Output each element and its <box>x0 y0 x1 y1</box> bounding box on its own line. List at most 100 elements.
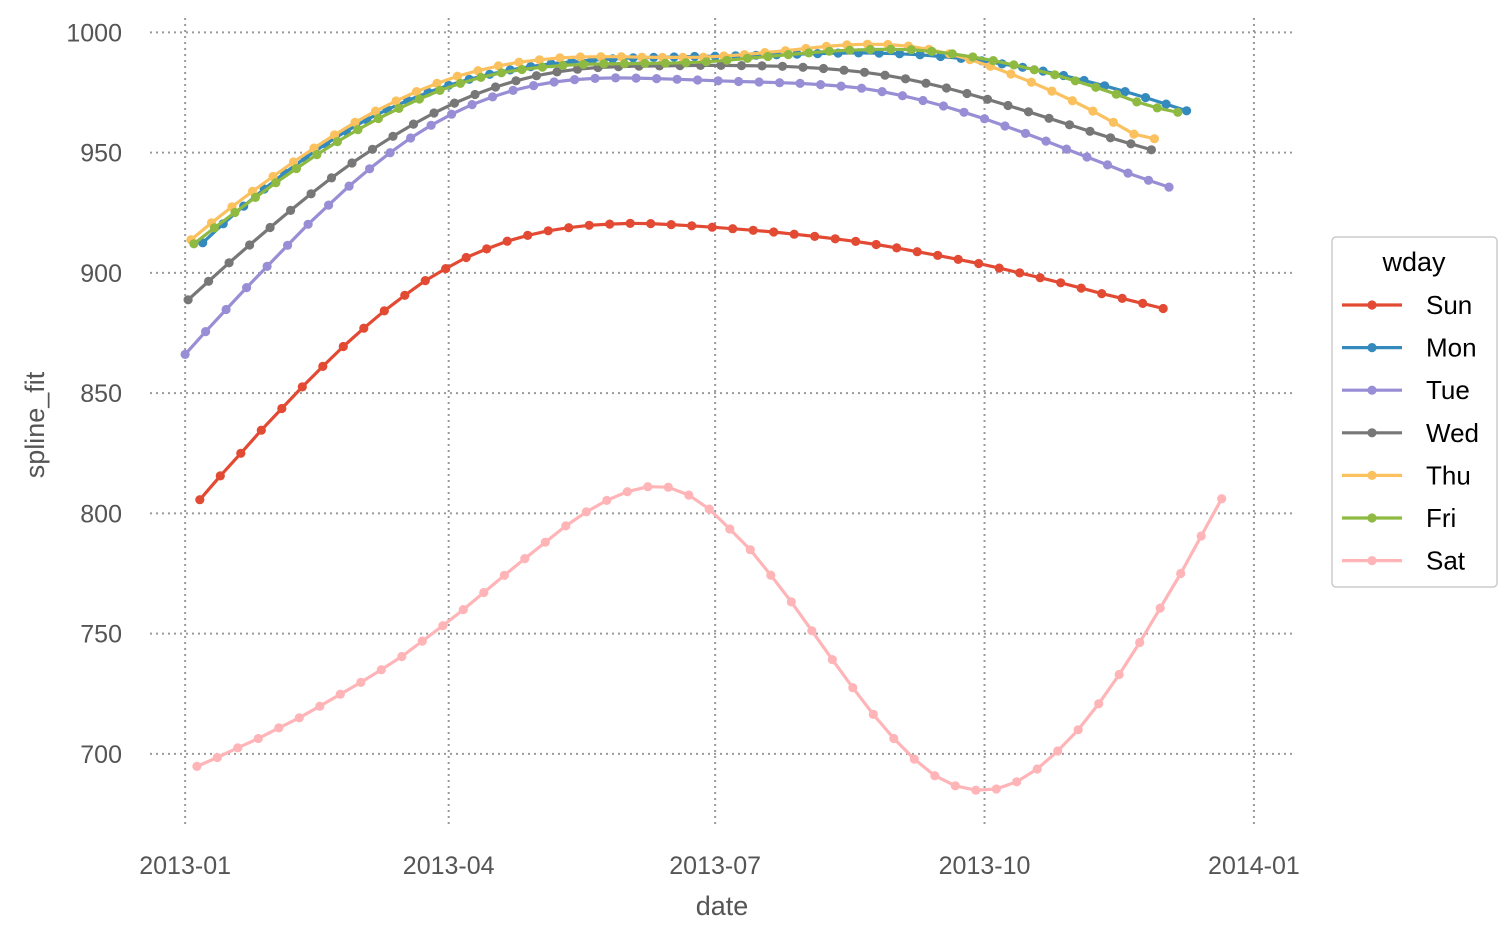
data-point <box>467 100 477 110</box>
data-point <box>312 150 322 160</box>
series-fri <box>189 44 1183 249</box>
series-sat <box>192 482 1227 795</box>
data-point <box>789 229 799 239</box>
data-point <box>895 49 905 59</box>
data-point <box>388 131 398 141</box>
data-point <box>441 264 451 274</box>
data-point <box>426 120 436 130</box>
data-point <box>839 65 849 75</box>
data-point <box>294 713 304 723</box>
y-tick-label: 850 <box>80 380 122 408</box>
data-point <box>318 361 328 371</box>
legend-label: Sun <box>1426 290 1472 320</box>
data-point <box>297 382 307 392</box>
data-point <box>1094 699 1104 709</box>
data-point <box>1015 268 1025 278</box>
data-point <box>1053 746 1063 756</box>
data-point <box>324 200 334 210</box>
data-point <box>1029 65 1039 75</box>
data-point <box>1064 120 1075 130</box>
y-tick-label: 1000 <box>66 19 122 47</box>
data-point <box>306 189 316 199</box>
data-point <box>745 545 755 555</box>
data-point <box>824 46 834 56</box>
data-point <box>1035 273 1045 283</box>
data-point <box>900 74 911 84</box>
data-point <box>370 106 381 116</box>
data-point <box>221 304 231 315</box>
data-point <box>379 306 389 316</box>
data-point <box>1012 777 1022 787</box>
data-point <box>373 113 383 124</box>
data-point <box>810 231 820 241</box>
data-point <box>534 55 545 65</box>
data-point <box>508 85 518 95</box>
legend-label: Sat <box>1426 546 1466 576</box>
data-point <box>356 677 366 688</box>
data-point <box>303 219 313 229</box>
data-point <box>640 58 650 68</box>
data-point <box>496 68 506 78</box>
data-point <box>807 626 817 636</box>
data-point <box>230 207 240 218</box>
data-point <box>558 60 568 70</box>
data-point <box>974 258 984 269</box>
data-point <box>1085 126 1095 136</box>
data-point <box>1070 76 1080 86</box>
data-point <box>537 62 548 72</box>
data-point <box>921 78 931 88</box>
data-point <box>687 221 697 231</box>
data-point <box>447 109 457 119</box>
data-point <box>915 50 925 60</box>
data-point <box>250 192 260 202</box>
data-point <box>1102 160 1113 170</box>
legend-label: Fri <box>1426 503 1456 533</box>
data-point <box>982 94 993 104</box>
data-point <box>871 239 881 250</box>
data-point <box>488 92 498 102</box>
legend-label: Thu <box>1426 460 1471 490</box>
data-point <box>666 220 676 230</box>
data-point <box>584 220 594 230</box>
data-point <box>643 482 653 492</box>
data-point <box>420 276 430 286</box>
legend-label: Wed <box>1426 418 1479 448</box>
data-point <box>1123 168 1133 178</box>
data-point <box>1111 89 1121 99</box>
legend: wday Sun Mon Tue Wed Thu Fri Sat <box>1331 236 1498 588</box>
data-point <box>397 651 407 662</box>
data-point <box>540 537 550 547</box>
data-point <box>256 425 266 435</box>
data-point <box>783 50 793 60</box>
data-point <box>192 761 202 772</box>
data-point <box>277 403 287 414</box>
legend-swatch-marker <box>1367 556 1377 566</box>
data-point <box>851 236 861 246</box>
data-point <box>283 240 293 250</box>
data-point <box>1129 129 1139 139</box>
data-point <box>350 117 360 127</box>
data-point <box>775 78 785 88</box>
y-tick-label: 950 <box>80 140 122 168</box>
data-point <box>385 148 395 158</box>
data-point <box>195 495 205 505</box>
legend-item-fri: Fri <box>1342 503 1456 533</box>
legend-label: Mon <box>1426 333 1477 363</box>
data-point <box>523 230 533 240</box>
data-point <box>429 108 439 118</box>
x-tick-label: 2013-10 <box>939 852 1031 880</box>
data-point <box>748 225 758 235</box>
data-point <box>236 448 246 458</box>
data-point <box>701 57 712 67</box>
data-point <box>449 98 460 108</box>
data-point <box>265 222 275 233</box>
data-point <box>411 87 422 97</box>
data-point <box>1164 182 1174 192</box>
legend-title: wday <box>1381 247 1446 277</box>
data-point <box>713 76 723 86</box>
data-point <box>865 44 875 55</box>
data-point <box>417 636 427 646</box>
data-point <box>830 234 840 244</box>
data-point <box>271 178 281 188</box>
data-point <box>529 81 539 91</box>
